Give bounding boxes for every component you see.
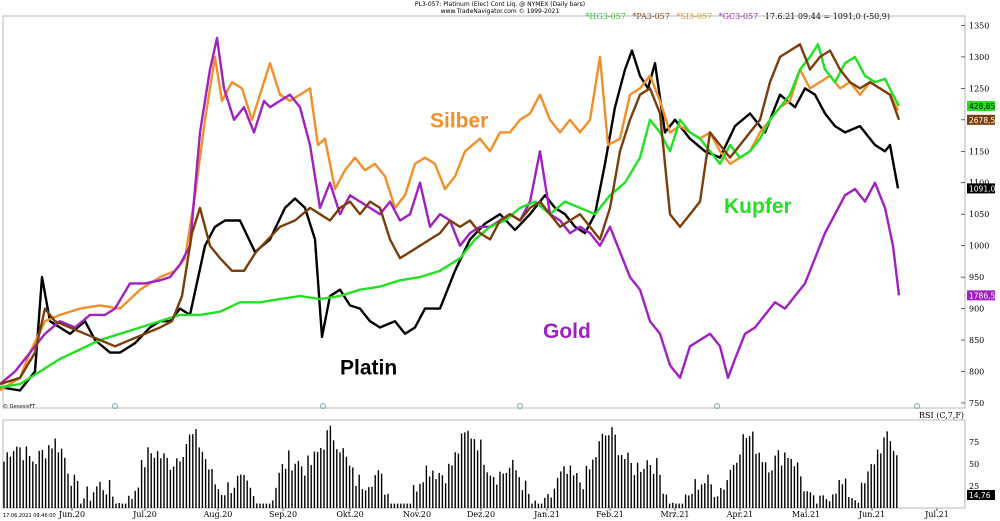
y-tick-label: 1300: [969, 53, 989, 62]
label-kupfer: Kupfer: [724, 195, 792, 218]
y-tick-label: 800: [969, 368, 984, 377]
label-platin: Platin: [340, 357, 397, 380]
chart-subtitle: www.TradeNavigator.com © 1999-2021: [440, 8, 560, 15]
last-value-box: [967, 100, 995, 111]
y-tick-label: 1150: [969, 147, 989, 156]
y-tick-label: 900: [969, 305, 984, 314]
legend-item-copper: *HG3-057: [585, 12, 626, 21]
x-tick-label: Jul.21: [924, 510, 949, 519]
series-gold: [0, 36, 901, 386]
x-tick-label: Jun.20: [58, 510, 85, 519]
x-tick-label: Jul.20: [132, 510, 157, 519]
rsi-tick-label: 75: [969, 438, 979, 447]
series-palladium: [0, 43, 901, 386]
last-value-label: 2678,5: [969, 116, 995, 125]
y-tick-label: 1000: [969, 242, 989, 251]
last-value-box: [967, 290, 995, 301]
x-tick-label: Dez.20: [467, 510, 495, 519]
main-frame: [2, 15, 966, 409]
label-silber: Silber: [430, 109, 488, 132]
rsi-tick-label: 25: [969, 482, 979, 491]
label-gold: Gold: [543, 320, 591, 343]
series-silber: [0, 55, 900, 392]
x-tick-label: Mai.21: [792, 510, 820, 519]
last-value-label: 1091,0: [969, 184, 995, 193]
last-value-label: 428,85: [969, 102, 995, 111]
rsi-title: RSI (C,7,F): [918, 411, 964, 420]
marker-circle: [112, 403, 118, 409]
x-tick-label: Mrz.21: [661, 510, 690, 519]
last-value-label: 1786,5: [969, 291, 995, 300]
x-tick-label: Aug.20: [203, 510, 233, 519]
copyright: © GenesisFT: [3, 404, 36, 410]
legend: *HG3-057 *PA3-057 *SI3-057 *GC3-057 17.6…: [581, 12, 890, 21]
x-tick-label: Nov.20: [403, 510, 431, 519]
x-tick-label: Okt.20: [336, 510, 363, 519]
y-tick-label: 850: [969, 336, 984, 345]
legend-item-silver: *SI3-057: [676, 12, 713, 21]
y-tick-label: 1050: [969, 210, 989, 219]
marker-circle: [517, 403, 523, 409]
x-tick-label: Sep.20: [269, 510, 297, 519]
marker-circle: [914, 403, 920, 409]
marker-circle: [714, 403, 720, 409]
marker-circle: [320, 403, 326, 409]
rsi-tick-label: 50: [969, 460, 979, 469]
y-tick-label: 1250: [969, 84, 989, 93]
last-value-box: [967, 183, 995, 194]
legend-readout: 17.6.21 09:44 = 1091,0 (-50,9): [764, 12, 890, 21]
x-tick-label: Jan.21: [533, 510, 560, 519]
legend-item-palladium: *PA3-057: [632, 12, 670, 21]
x-tick-label: Apr.21: [726, 510, 754, 519]
last-value-box: [967, 114, 995, 125]
chart-title: PL3-057: Platinum (Elec) Cont Liq. @ NYM…: [414, 1, 586, 8]
x-tick-label: Feb.21: [596, 510, 624, 519]
y-tick-label: 1100: [969, 179, 989, 188]
rsi-last-label: 14,76: [969, 491, 991, 500]
legend-item-gold: *GC3-057: [718, 12, 759, 21]
footer-timestamp: 17.06.2021 09:46:00: [3, 513, 56, 519]
x-tick-label: Jun.21: [858, 510, 885, 519]
y-tick-label: 1350: [969, 21, 989, 30]
y-tick-label: 750: [969, 399, 984, 408]
rsi-last-box: [967, 490, 995, 501]
y-tick-label: 950: [969, 273, 984, 282]
